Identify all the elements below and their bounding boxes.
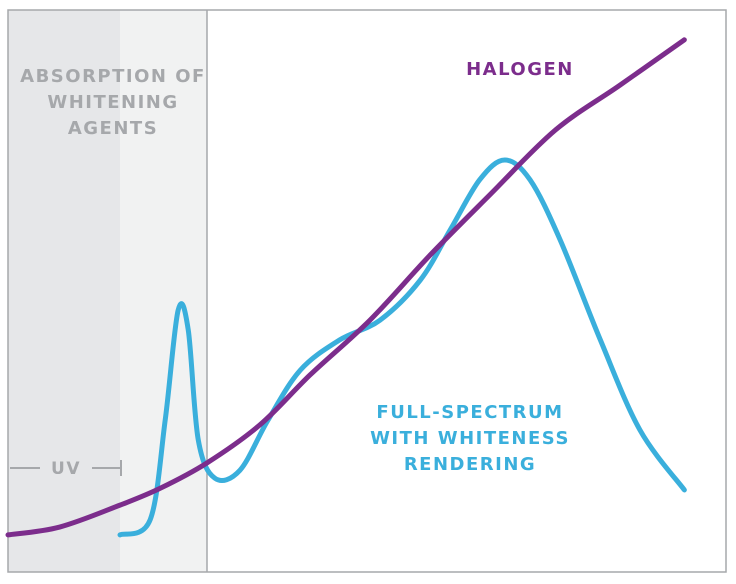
absorption-region-light bbox=[120, 10, 207, 572]
absorption-region bbox=[8, 10, 120, 572]
frame bbox=[7, 9, 727, 573]
series-line bbox=[5, 37, 687, 538]
uv-label: UV bbox=[51, 459, 81, 479]
halogen-label: HALOGEN bbox=[466, 59, 574, 80]
series-line bbox=[117, 157, 687, 538]
absorption-label: ABSORPTION OF WHITENING AGENTS bbox=[20, 66, 206, 139]
full-spectrum-label: FULL-SPECTRUM WITH WHITENESS RENDERING bbox=[370, 402, 570, 475]
